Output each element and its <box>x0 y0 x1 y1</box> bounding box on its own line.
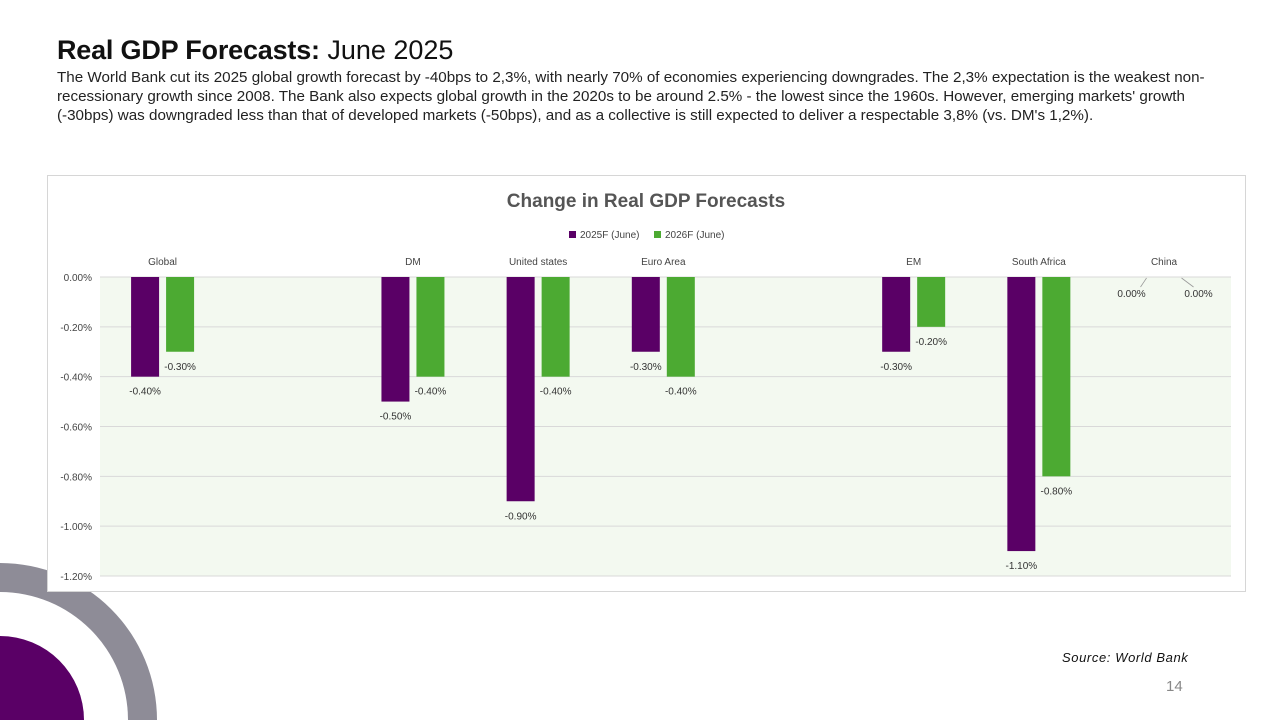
y-tick-label: -0.60% <box>60 423 92 434</box>
bar <box>882 277 911 352</box>
data-label: -0.40% <box>540 387 572 398</box>
bar <box>666 277 695 377</box>
bar <box>1042 277 1071 477</box>
legend-swatch <box>654 231 661 238</box>
bar <box>416 277 445 377</box>
page-number: 14 <box>1166 678 1183 695</box>
bar <box>1007 277 1036 552</box>
bar <box>917 277 946 327</box>
data-label: -0.30% <box>880 362 912 373</box>
category-label: Global <box>148 257 177 268</box>
bar <box>131 277 160 377</box>
data-label: -0.30% <box>164 362 196 373</box>
data-label: 0.00% <box>1117 289 1145 300</box>
data-label: -0.80% <box>1041 486 1073 497</box>
data-label: -0.40% <box>415 387 447 398</box>
category-label: United states <box>509 257 567 268</box>
chart-container: 0.00% -0.20% -0.40% -0.60% -0.80% -1.00% -1.20… <box>47 175 1246 592</box>
bar <box>631 277 660 352</box>
data-label: -0.40% <box>665 387 697 398</box>
data-label-leader <box>1181 277 1194 288</box>
page-title: Real GDP Forecasts: June 2025 <box>57 34 453 66</box>
data-label-leader <box>1140 277 1147 288</box>
y-tick-label: -1.20% <box>60 572 92 583</box>
bar <box>166 277 195 352</box>
y-tick-label: -0.40% <box>60 373 92 384</box>
title-date: June 2025 <box>327 35 454 65</box>
chart-title: Change in Real GDP Forecasts <box>507 191 785 212</box>
source-note: Source: World Bank <box>1062 650 1189 665</box>
category-label: EM <box>906 257 921 268</box>
title-bold: Real GDP Forecasts: <box>57 35 320 65</box>
y-tick-label: -0.20% <box>60 323 92 334</box>
data-label: -0.50% <box>380 412 412 423</box>
bar <box>381 277 410 402</box>
data-label: -0.90% <box>505 511 537 522</box>
legend-label: 2026F (June) <box>665 230 724 241</box>
data-label: -0.20% <box>915 337 947 348</box>
category-label: South Africa <box>1012 257 1066 268</box>
data-label: -0.40% <box>129 387 161 398</box>
category-label: Euro Area <box>641 257 686 268</box>
data-label: -0.30% <box>630 362 662 373</box>
gdp-change-chart: 0.00% -0.20% -0.40% -0.60% -0.80% -1.00% -1.20… <box>60 191 1231 583</box>
category-label: DM <box>405 257 421 268</box>
y-tick-label: 0.00% <box>64 273 92 284</box>
bar <box>541 277 570 377</box>
data-label: -1.10% <box>1006 561 1038 572</box>
page-subtitle: The World Bank cut its 2025 global growt… <box>57 69 1205 124</box>
data-label: 0.00% <box>1184 289 1212 300</box>
bar <box>506 277 535 502</box>
legend-label: 2025F (June) <box>580 230 639 241</box>
y-tick-label: -0.80% <box>60 472 92 483</box>
y-tick-label: -1.00% <box>60 522 92 533</box>
legend-swatch <box>569 231 576 238</box>
category-label: China <box>1151 257 1178 268</box>
